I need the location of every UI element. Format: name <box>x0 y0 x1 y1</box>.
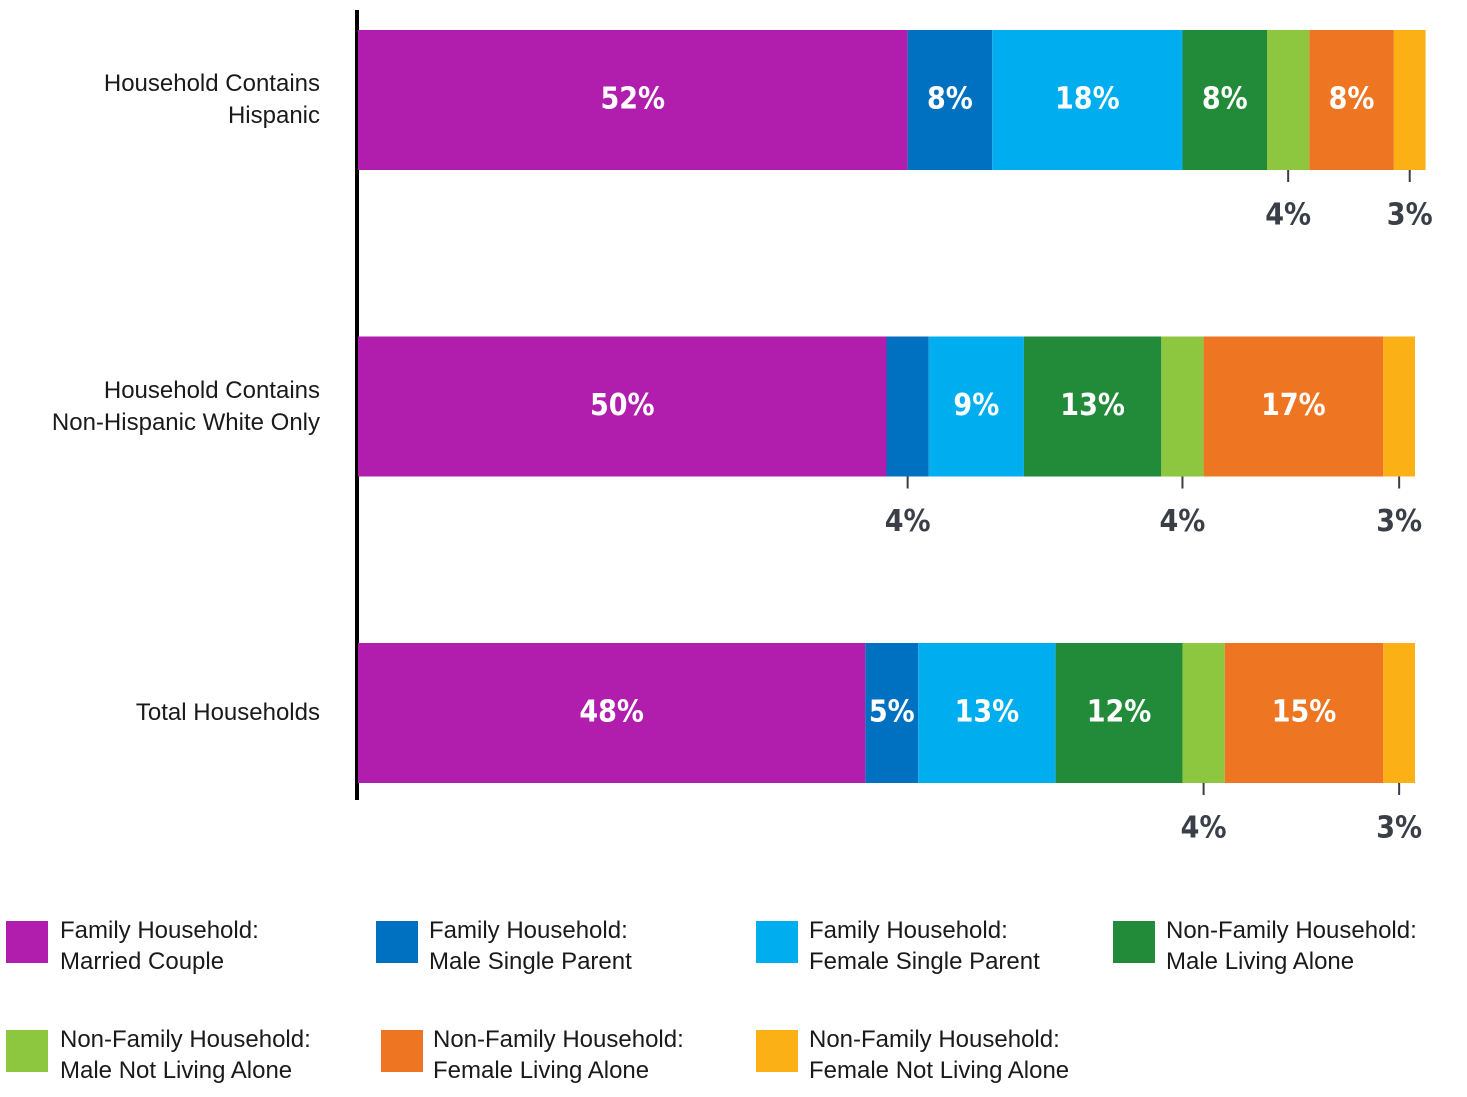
value-label: 9% <box>953 388 999 423</box>
bar-segment <box>1182 30 1268 170</box>
bar-segment <box>1309 30 1394 170</box>
bar-segment <box>358 336 887 477</box>
legend-label: Family Household: Male Single Parent <box>429 917 632 975</box>
bar-segment <box>358 643 866 783</box>
category-label: Household Contains Hispanic <box>103 70 320 129</box>
value-label: 52% <box>601 82 666 117</box>
bar-segment <box>1161 336 1204 477</box>
legend-swatch <box>756 921 798 963</box>
legend-label: Non-Family Household: Female Living Alon… <box>433 1026 684 1084</box>
bar-segment <box>1224 643 1384 783</box>
value-label: 3% <box>1376 504 1422 539</box>
value-label: 13% <box>955 695 1020 730</box>
bar-segment <box>865 643 919 783</box>
legend-label: Non-Family Household: Male Living Alone <box>1166 917 1417 975</box>
category-label: Total Households <box>135 699 320 726</box>
value-label: 8% <box>1202 82 1248 117</box>
legend-swatch <box>381 1030 423 1072</box>
legend-swatch <box>6 1030 48 1072</box>
bar-segment <box>1182 643 1225 783</box>
value-label: 5% <box>869 695 915 730</box>
bar-segment <box>1267 30 1310 170</box>
legend-swatch <box>1113 921 1155 963</box>
bar-segment <box>886 336 929 477</box>
category-label: Household Contains Non-Hispanic White On… <box>51 376 320 436</box>
bar-segment <box>1383 336 1415 477</box>
legend-label: Family Household: Female Single Parent <box>809 917 1040 975</box>
bar-segment <box>1203 336 1384 477</box>
value-label: 48% <box>579 695 644 730</box>
bar-segment <box>907 30 993 170</box>
value-label: 3% <box>1387 198 1433 233</box>
value-label: 8% <box>927 82 973 117</box>
bar-segment <box>928 336 1024 477</box>
value-label: 17% <box>1261 388 1326 423</box>
value-label: 4% <box>885 504 931 539</box>
value-label: 50% <box>590 388 655 423</box>
legend-label: Family Household: Married Couple <box>60 917 259 975</box>
legend-label: Non-Family Household: Male Not Living Al… <box>60 1026 311 1084</box>
value-label: 15% <box>1272 695 1337 730</box>
value-label: 8% <box>1329 82 1375 117</box>
bar-segment <box>1023 336 1162 477</box>
value-label: 13% <box>1060 388 1125 423</box>
value-label: 18% <box>1055 82 1120 117</box>
legend-swatch <box>6 921 48 963</box>
legend-swatch <box>756 1030 798 1072</box>
bar-segment <box>992 30 1183 170</box>
value-label: 4% <box>1265 198 1311 233</box>
value-label: 4% <box>1160 504 1206 539</box>
bar-segment <box>918 643 1056 783</box>
bar-segment <box>1383 643 1415 783</box>
bar-segment <box>358 30 908 170</box>
bar-segment <box>1055 643 1183 783</box>
value-label: 4% <box>1181 811 1227 846</box>
legend-swatch <box>376 921 418 963</box>
bar-segment <box>1393 30 1426 170</box>
legend-label: Non-Family Household: Female Not Living … <box>809 1026 1070 1084</box>
value-label: 3% <box>1376 811 1422 846</box>
value-label: 12% <box>1087 695 1152 730</box>
